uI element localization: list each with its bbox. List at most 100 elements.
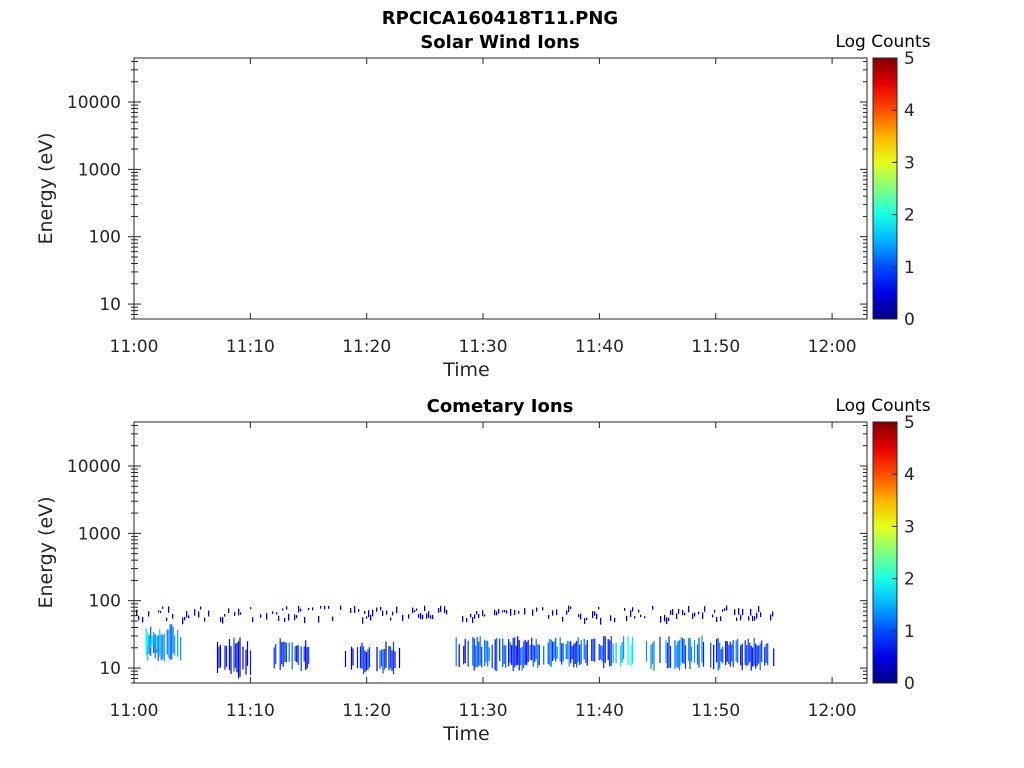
spectrogram-cell (666, 642, 669, 669)
spectrogram-cell (537, 644, 539, 668)
spectrogram-cell (586, 640, 588, 666)
x-tick-label: 11:30 (459, 337, 508, 357)
spectrogram-cell (180, 637, 182, 661)
spectrogram-cell (156, 636, 158, 650)
spectrogram-cell (668, 636, 670, 668)
spectrogram-cell (428, 611, 430, 618)
spectrogram-cell (396, 606, 398, 614)
spectrogram-cell (556, 609, 558, 616)
spectrogram-cell (583, 638, 585, 660)
spectrogram-cell (600, 617, 602, 625)
spectrogram-cell (592, 639, 594, 661)
colorbar-tick-label: 5 (904, 49, 915, 69)
spectrogram-cell (756, 645, 758, 666)
spectrogram-cell (719, 642, 721, 669)
spectrogram-cell (294, 614, 296, 621)
spectrogram-cell (531, 637, 533, 661)
spectrogram-cell (160, 611, 162, 613)
spectrogram-cell (350, 607, 352, 614)
spectrogram-cell (340, 605, 342, 610)
spectrogram-cell (681, 637, 684, 663)
spectrogram-cell (574, 642, 576, 664)
spectrogram-cell (150, 638, 152, 648)
spectrogram-cell (567, 640, 569, 660)
spectrogram-cell (275, 644, 277, 665)
x-tick-label: 12:00 (808, 701, 857, 721)
spectrogram-cell (370, 614, 372, 621)
spectrogram-cell (186, 611, 188, 618)
spectrogram-cell (632, 637, 634, 664)
spectrogram-cell (242, 646, 244, 670)
spectrogram-cell (677, 641, 679, 669)
spectrogram-cell (350, 646, 353, 670)
spectrogram-cell (666, 617, 668, 625)
spectrogram-cell (759, 643, 761, 671)
spectrogram-cell (412, 607, 414, 614)
spectrogram-cell (521, 646, 523, 671)
spectrogram-cell (481, 646, 483, 668)
spectrogram-cell (222, 617, 224, 624)
spectrogram-cell (219, 644, 222, 668)
spectrogram-cell (169, 624, 171, 660)
spectrogram-cell (764, 647, 766, 666)
spectrogram-cell (552, 610, 554, 616)
spectrogram-cell (204, 617, 206, 622)
data-layer (136, 605, 775, 679)
spectrogram-cell (580, 639, 582, 664)
spectrogram-cell (547, 642, 549, 664)
spectrogram-cell (499, 638, 501, 661)
spectrogram-cell (736, 617, 738, 621)
spectrogram-cell (756, 612, 758, 619)
spectrogram-cell (148, 635, 150, 655)
spectrogram-cell (738, 608, 740, 615)
spectrogram-cell (344, 650, 347, 667)
spectrogram-cell (566, 610, 568, 615)
spectrogram-cell (272, 611, 274, 614)
spectrogram-cell (279, 638, 281, 670)
spectrogram-cell (303, 646, 305, 662)
spectrogram-cell (627, 636, 629, 665)
spectrogram-cell (536, 607, 538, 612)
spectrogram-cell (479, 636, 481, 666)
spectrogram-cell (482, 610, 484, 617)
spectrogram-cell (749, 642, 751, 662)
spectrogram-cell (368, 647, 371, 668)
spectrogram-cell (571, 646, 573, 660)
spectrogram-cell (220, 617, 222, 622)
spectrogram-cell (586, 617, 588, 621)
spectrogram-cell (239, 637, 241, 677)
colorbar-tick-label: 0 (904, 674, 915, 694)
spectrogram-cell (382, 649, 384, 674)
spectrogram-cell (603, 636, 605, 668)
colorbar-tick-label: 2 (904, 206, 915, 226)
spectrogram-cell (168, 606, 170, 613)
spectrogram-cell (576, 646, 578, 668)
spectrogram-cell (598, 644, 600, 661)
spectrogram-cell (596, 613, 598, 620)
spectrogram-cell (245, 649, 247, 675)
spectrogram-cell (535, 639, 537, 660)
spectrogram-cell (710, 642, 712, 668)
spectrogram-cell (704, 606, 706, 612)
spectrogram-cell (607, 639, 609, 660)
spectrogram-cell (514, 637, 516, 668)
spectrogram-cell (408, 614, 410, 619)
spectrogram-cell (475, 645, 477, 668)
spectrogram-cell (675, 645, 678, 667)
spectrogram-cell (388, 646, 390, 671)
spectrogram-cell (298, 605, 300, 613)
colorbar-tick-label: 1 (904, 622, 915, 642)
spectrogram-cell (650, 645, 652, 670)
spectrogram-cell (365, 652, 368, 671)
spectrogram-cell (735, 640, 737, 662)
spectrogram-cell (177, 630, 179, 657)
spectrogram-cell (750, 645, 752, 671)
spectrogram-cell (518, 640, 520, 671)
spectrogram-cell (744, 640, 746, 665)
spectrogram-cell (470, 613, 472, 618)
spectrogram-cell (367, 649, 369, 670)
spectrogram-cell (615, 642, 617, 664)
spectrogram-cell (737, 638, 739, 663)
spectrogram-cell (194, 609, 196, 616)
